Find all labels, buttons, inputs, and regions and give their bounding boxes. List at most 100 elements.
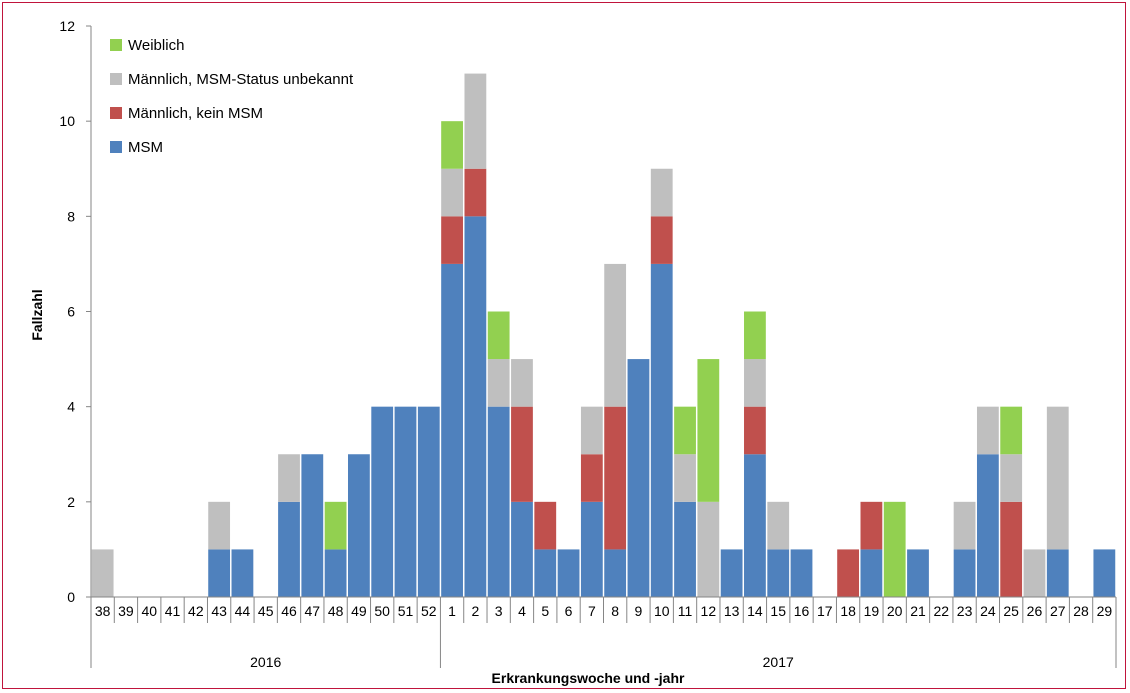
bar-segment — [860, 501, 883, 550]
bar-segment — [767, 549, 790, 597]
x-tick-label: 47 — [305, 603, 321, 619]
x-tick-label: 21 — [910, 603, 926, 619]
x-tick-label: 7 — [588, 603, 596, 619]
bar-segment — [604, 263, 627, 407]
x-tick-label: 51 — [398, 603, 414, 619]
x-tick-label: 16 — [794, 603, 810, 619]
legend-label: MSM — [128, 139, 163, 156]
bar-segment — [580, 454, 603, 502]
x-tick-label: 6 — [565, 603, 573, 619]
bar-segment — [324, 501, 347, 550]
x-tick-label: 24 — [980, 603, 996, 619]
bar-segment — [208, 501, 231, 550]
bar-segment — [1023, 549, 1046, 597]
legend: Weiblich Männlich, MSM-Status unbekannt Mä… — [110, 37, 354, 156]
x-tick-label: 15 — [770, 603, 786, 619]
x-tick-label: 40 — [141, 603, 157, 619]
bar-segment — [790, 549, 813, 597]
x-tick-label: 19 — [864, 603, 880, 619]
x-tick-label: 18 — [840, 603, 856, 619]
x-tick-label: 26 — [1027, 603, 1043, 619]
bar-segment — [744, 406, 766, 455]
bar-segment — [487, 406, 510, 597]
bar-segment — [301, 454, 324, 597]
x-tick-label: 13 — [724, 603, 740, 619]
bar-segment — [650, 263, 673, 597]
bar-segment — [91, 549, 114, 597]
x-tick-label: 42 — [188, 603, 204, 619]
bar-segment — [324, 549, 347, 597]
bar-segment — [278, 501, 300, 597]
bar-segment — [604, 549, 627, 597]
x-tick-label: 20 — [887, 603, 903, 619]
y-tick-label: 10 — [59, 113, 75, 129]
x-tick-label: 28 — [1073, 603, 1089, 619]
x-tick-label: 39 — [118, 603, 134, 619]
bar-segment — [487, 359, 510, 407]
x-tick-label: 17 — [817, 603, 833, 619]
bar-segment — [953, 501, 976, 550]
bar-segment — [837, 549, 859, 597]
x-tick-label: 27 — [1050, 603, 1066, 619]
legend-swatch — [110, 141, 122, 153]
x-tick-label: 23 — [957, 603, 973, 619]
x-tick-label: 48 — [328, 603, 344, 619]
bar-segment — [1000, 454, 1023, 502]
y-tick-label: 0 — [67, 589, 75, 605]
bar-segment — [487, 311, 510, 360]
bar-segment — [744, 359, 766, 407]
bar-segment — [883, 501, 906, 597]
bars-layer — [91, 73, 1116, 597]
y-tick-label: 4 — [67, 399, 75, 415]
x-tick-label: 43 — [211, 603, 227, 619]
bar-segment — [231, 549, 254, 597]
bar-segment — [464, 73, 487, 169]
bar-segment — [464, 216, 487, 597]
bar-segment — [580, 406, 603, 455]
legend-swatch — [110, 73, 122, 85]
bar-segment — [953, 549, 976, 597]
x-tick-label: 38 — [95, 603, 111, 619]
bar-segment — [907, 549, 929, 597]
bar-segment — [394, 406, 417, 597]
x-tick-label: 41 — [165, 603, 181, 619]
year-label: 2017 — [763, 654, 794, 670]
x-tick-label: 29 — [1097, 603, 1113, 619]
x-tick-label: 8 — [611, 603, 619, 619]
bar-segment — [1000, 501, 1023, 597]
y-tick-label: 8 — [67, 208, 75, 224]
bar-segment — [860, 549, 883, 597]
bar-segment — [557, 549, 580, 597]
bar-segment — [417, 406, 440, 597]
bar-segment — [441, 168, 463, 217]
y-tick-label: 6 — [67, 304, 75, 320]
legend-swatch — [110, 107, 122, 119]
x-tick-label: 1 — [448, 603, 456, 619]
legend-label: Männlich, MSM-Status unbekannt — [128, 71, 354, 88]
x-tick-label: 5 — [541, 603, 549, 619]
x-axis-label: Erkrankungswoche und -jahr — [492, 670, 685, 686]
bar-segment — [1046, 549, 1069, 597]
bar-segment — [208, 549, 231, 597]
x-tick-label: 9 — [635, 603, 643, 619]
bar-segment — [674, 501, 696, 597]
legend-label: Männlich, kein MSM — [128, 105, 263, 122]
bar-segment — [511, 501, 533, 597]
legend-swatch — [110, 39, 122, 51]
bar-segment — [697, 501, 720, 597]
bar-segment — [650, 216, 673, 264]
x-tick-label: 4 — [518, 603, 526, 619]
y-tick-label: 2 — [67, 494, 75, 510]
bar-segment — [371, 406, 394, 597]
x-tick-label: 49 — [351, 603, 367, 619]
x-tick-label: 46 — [281, 603, 297, 619]
bar-segment — [348, 454, 370, 597]
x-tick-label: 12 — [701, 603, 717, 619]
x-tick-label: 14 — [747, 603, 763, 619]
bar-segment — [441, 121, 463, 169]
bar-segment — [534, 549, 557, 597]
bar-segment — [697, 359, 720, 502]
